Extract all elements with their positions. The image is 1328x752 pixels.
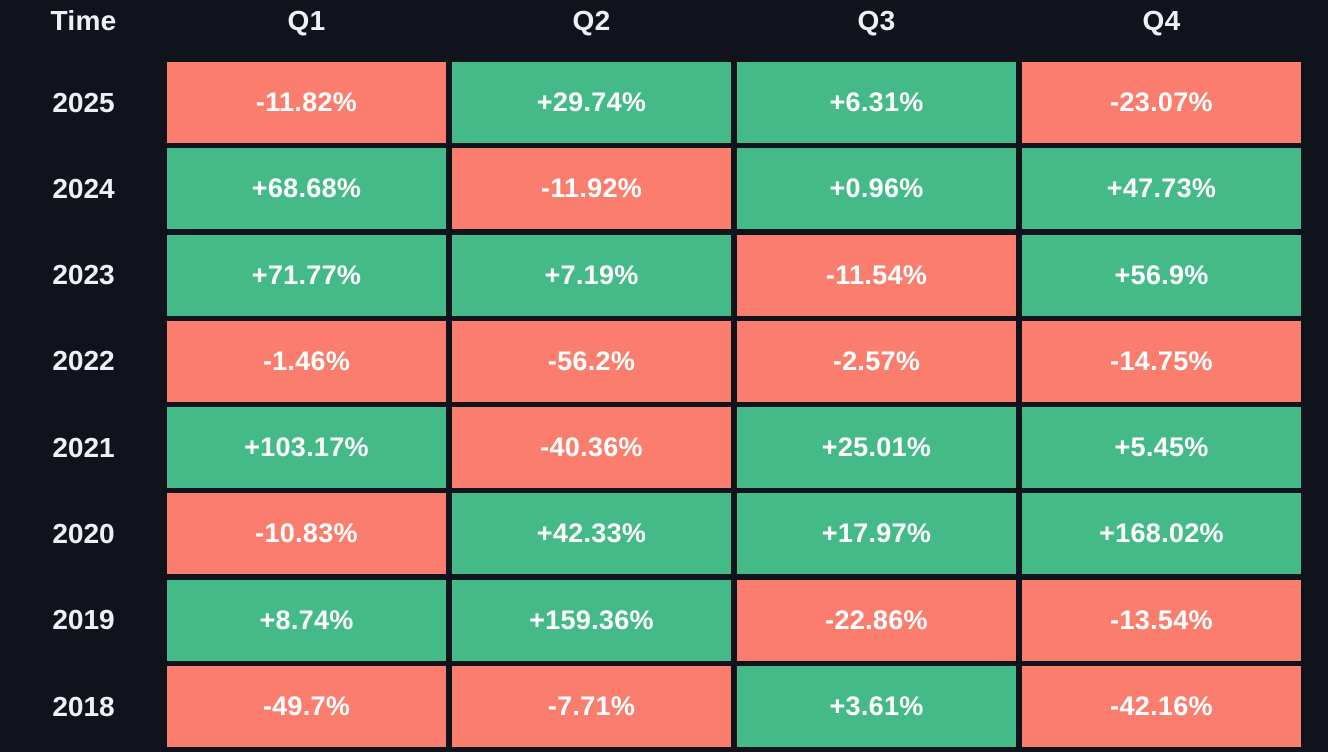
table-row-2018: 2018 -49.7% -7.71% +3.61% -42.16% — [0, 666, 1328, 748]
year-label-2022: 2022 — [52, 345, 115, 377]
year-label-2020: 2020 — [52, 517, 115, 549]
year-label-2025: 2025 — [52, 86, 115, 118]
return-cell-2021-q2: -40.36% — [452, 407, 731, 489]
year-label-2024: 2024 — [52, 172, 115, 204]
table-row-2019: 2019 +8.74% +159.36% -22.86% -13.54% — [0, 579, 1328, 661]
quarter-header-q4: Q4 — [1022, 0, 1301, 62]
return-cell-2020-q4: +168.02% — [1022, 493, 1301, 575]
time-column-header: Time — [50, 5, 117, 36]
return-cell-2018-q2: -7.71% — [452, 666, 731, 748]
return-cell-2023-q4: +56.9% — [1022, 234, 1301, 316]
return-cell-2025-q1: -11.82% — [167, 62, 446, 143]
return-cell-2018-q1: -49.7% — [167, 666, 446, 748]
table-row-2025: 2025 -11.82% +29.74% +6.31% -23.07% — [0, 62, 1328, 143]
table-row-2024: 2024 +68.68% -11.92% +0.96% +47.73% — [0, 148, 1328, 230]
return-cell-2022-q4: -14.75% — [1022, 320, 1301, 402]
return-cell-2020-q2: +42.33% — [452, 493, 731, 575]
table-header-row: Time Q1 Q2 Q3 Q4 — [0, 0, 1328, 62]
return-cell-2023-q3: -11.54% — [737, 234, 1016, 316]
return-cell-2024-q2: -11.92% — [452, 148, 731, 230]
return-cell-2023-q1: +71.77% — [167, 234, 446, 316]
return-cell-2018-q4: -42.16% — [1022, 666, 1301, 748]
quarter-header-q3: Q3 — [737, 0, 1016, 62]
return-cell-2022-q2: -56.2% — [452, 320, 731, 402]
year-label-2023: 2023 — [52, 259, 115, 291]
quarter-header-q1: Q1 — [167, 0, 446, 62]
return-cell-2024-q3: +0.96% — [737, 148, 1016, 230]
return-cell-2019-q3: -22.86% — [737, 579, 1016, 661]
return-cell-2020-q3: +17.97% — [737, 493, 1016, 575]
return-cell-2023-q2: +7.19% — [452, 234, 731, 316]
table-body: 2025 -11.82% +29.74% +6.31% -23.07% 2024 +68.6… — [0, 62, 1328, 748]
year-label-2018: 2018 — [52, 690, 115, 722]
return-cell-2024-q1: +68.68% — [167, 148, 446, 230]
year-label-2021: 2021 — [52, 431, 115, 463]
return-cell-2022-q3: -2.57% — [737, 320, 1016, 402]
year-label-2019: 2019 — [52, 604, 115, 636]
time-column-header-cell: Time — [0, 0, 167, 62]
table-row-2023: 2023 +71.77% +7.19% -11.54% +56.9% — [0, 234, 1328, 316]
return-cell-2021-q1: +103.17% — [167, 407, 446, 489]
table-row-2022: 2022 -1.46% -56.2% -2.57% -14.75% — [0, 320, 1328, 402]
quarter-header-q2-label: Q2 — [572, 5, 611, 36]
quarter-header-q3-label: Q3 — [857, 5, 896, 36]
return-cell-2019-q4: -13.54% — [1022, 579, 1301, 661]
return-cell-2022-q1: -1.46% — [167, 320, 446, 402]
quarter-header-q4-label: Q4 — [1142, 5, 1181, 36]
table-row-2021: 2021 +103.17% -40.36% +25.01% +5.45% — [0, 407, 1328, 489]
return-cell-2025-q2: +29.74% — [452, 62, 731, 143]
return-cell-2025-q4: -23.07% — [1022, 62, 1301, 143]
return-cell-2018-q3: +3.61% — [737, 666, 1016, 748]
return-cell-2019-q2: +159.36% — [452, 579, 731, 661]
return-cell-2020-q1: -10.83% — [167, 493, 446, 575]
quarter-header-q1-label: Q1 — [287, 5, 326, 36]
return-cell-2021-q4: +5.45% — [1022, 407, 1301, 489]
table-row-2020: 2020 -10.83% +42.33% +17.97% +168.02% — [0, 493, 1328, 575]
return-cell-2021-q3: +25.01% — [737, 407, 1016, 489]
quarter-header-q2: Q2 — [452, 0, 731, 62]
return-cell-2019-q1: +8.74% — [167, 579, 446, 661]
return-cell-2024-q4: +47.73% — [1022, 148, 1301, 230]
return-cell-2025-q3: +6.31% — [737, 62, 1016, 143]
